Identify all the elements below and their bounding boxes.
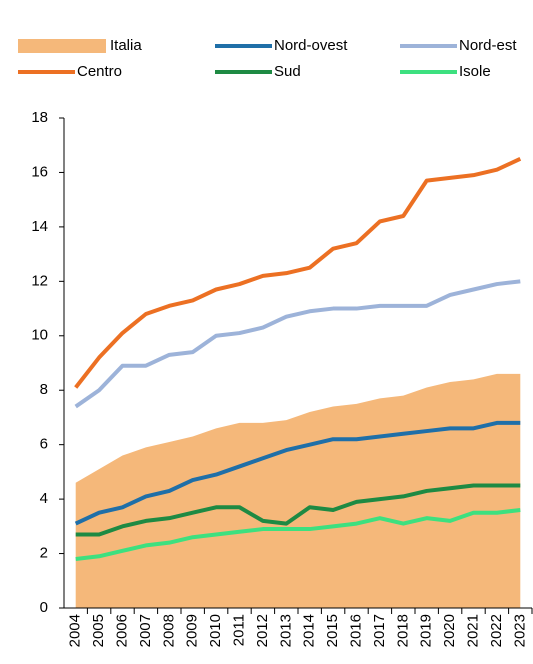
y-tick-label: 2 xyxy=(40,545,48,562)
x-tick-label: 2017 xyxy=(371,614,388,647)
legend-label: Isole xyxy=(459,63,491,80)
y-tick-label: 16 xyxy=(31,163,48,180)
area xyxy=(75,373,521,608)
x-tick-label: 2013 xyxy=(277,614,294,647)
legend-label: Nord-est xyxy=(459,37,517,54)
y-tick-label: 8 xyxy=(40,381,48,398)
line xyxy=(74,279,521,409)
x-tick-label: 2014 xyxy=(301,614,318,647)
x-tick-label: 2004 xyxy=(67,614,84,647)
y-tick-label: 12 xyxy=(31,272,48,289)
x-tick-label: 2018 xyxy=(394,614,411,647)
y-tick-label: 10 xyxy=(31,327,48,344)
x-tick-label: 2020 xyxy=(441,614,458,647)
y-tick-label: 14 xyxy=(31,218,48,235)
legend-label: Sud xyxy=(274,63,301,80)
x-tick-label: 2005 xyxy=(90,614,107,647)
legend-swatch xyxy=(18,39,106,53)
legend-label: Centro xyxy=(77,63,122,80)
x-tick-label: 2010 xyxy=(207,614,224,647)
x-tick-label: 2011 xyxy=(230,614,247,646)
y-tick-label: 6 xyxy=(40,436,48,453)
y-tick-label: 4 xyxy=(40,490,48,507)
x-tick-label: 2009 xyxy=(184,614,201,647)
line xyxy=(75,483,521,537)
x-tick-label: 2019 xyxy=(418,614,435,647)
x-tick-label: 2022 xyxy=(488,614,505,647)
x-tick-label: 2023 xyxy=(511,614,528,647)
y-tick-label: 0 xyxy=(40,599,48,616)
line xyxy=(74,420,521,526)
x-tick-label: 2007 xyxy=(137,614,154,647)
x-tick-label: 2012 xyxy=(254,614,271,647)
x-tick-label: 2016 xyxy=(347,614,364,647)
x-tick-label: 2008 xyxy=(160,614,177,647)
legend-label: Nord-ovest xyxy=(274,37,348,54)
line xyxy=(74,157,522,389)
x-tick-label: 2015 xyxy=(324,614,341,647)
y-tick-label: 18 xyxy=(31,109,48,126)
x-tick-label: 2006 xyxy=(113,614,130,647)
line xyxy=(75,508,521,561)
x-tick-label: 2021 xyxy=(464,614,481,647)
legend-label: Italia xyxy=(110,37,142,54)
